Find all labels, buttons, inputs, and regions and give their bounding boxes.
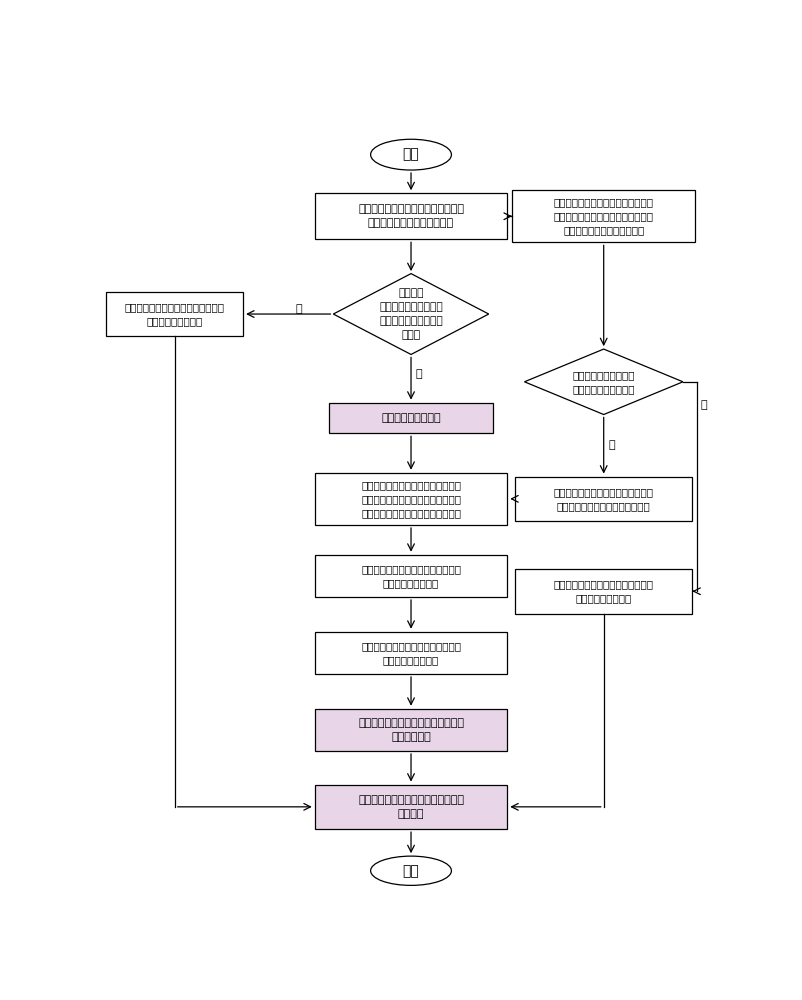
Text: 该路段缓行或者堵车: 该路段缓行或者堵车 <box>381 413 441 423</box>
Text: 是: 是 <box>415 369 423 379</box>
Text: 计算该组工作节点在发生交通堵车路
段上的车辆通行时间: 计算该组工作节点在发生交通堵车路 段上的车辆通行时间 <box>361 641 461 665</box>
Text: 否: 否 <box>296 304 302 314</box>
Bar <box>329 403 493 433</box>
Text: 某路段上
车辆的平均行进速度小
于设定的平均行驶速度
的一半: 某路段上 车辆的平均行进速度小 于设定的平均行驶速度 的一半 <box>379 288 443 340</box>
Text: 与前次获取的地理位置
定位数据在同一区间内: 与前次获取的地理位置 定位数据在同一区间内 <box>573 370 635 394</box>
Text: 根据设定的该公交线路总时间和总路
程，得到设定的平均行驶速度: 根据设定的该公交线路总时间和总路 程，得到设定的平均行驶速度 <box>358 204 464 228</box>
Bar <box>515 477 692 521</box>
Text: 是: 是 <box>609 440 615 450</box>
Ellipse shape <box>371 139 452 170</box>
Polygon shape <box>525 349 683 415</box>
Bar <box>512 190 695 242</box>
Polygon shape <box>334 274 488 354</box>
Text: 每隔设定间隔时间从各个路段上运行
状态相同的工作节点中随机选取一个
工作节点的地理位置定位数据: 每隔设定间隔时间从各个路段上运行 状态相同的工作节点中随机选取一个 工作节点的地… <box>553 197 654 235</box>
Text: 到站时间预测结果实时显示在智能移
动设备上: 到站时间预测结果实时显示在智能移 动设备上 <box>358 795 464 819</box>
Text: 该工作节点所在路段的沿公交线路正
方向前方到站的路段发生交通拥堵: 该工作节点所在路段的沿公交线路正 方向前方到站的路段发生交通拥堵 <box>553 487 654 511</box>
Bar <box>314 709 508 751</box>
Bar <box>314 785 508 829</box>
Text: 该路段不存在交通拥堵现象，得到当
前到站时间预测结果: 该路段不存在交通拥堵现象，得到当 前到站时间预测结果 <box>553 579 654 603</box>
Bar <box>314 632 508 674</box>
Bar <box>314 555 508 597</box>
Text: 否: 否 <box>700 400 707 410</box>
Bar <box>515 569 692 614</box>
Bar <box>314 193 508 239</box>
Bar <box>107 292 243 336</box>
Text: 计算该组工作节点在发生交通堵车路
段上的平均行进速度: 计算该组工作节点在发生交通堵车路 段上的平均行进速度 <box>361 564 461 588</box>
Text: 结束: 结束 <box>403 864 419 878</box>
Text: 该路段不存在交通拥堵现象，得到当
前到站时间预测结果: 该路段不存在交通拥堵现象，得到当 前到站时间预测结果 <box>125 302 225 326</box>
Text: 选取位于发生交通拥堵路段的前方到
站路段上且最临近该发生交通拥堵路
段的一组未发生交通拥堵的工作节点: 选取位于发生交通拥堵路段的前方到 站路段上且最临近该发生交通拥堵路 段的一组未发… <box>361 480 461 518</box>
Text: 开始: 开始 <box>403 148 419 162</box>
Ellipse shape <box>371 856 452 885</box>
Text: 用该车辆通行时间替换该路段的到站
时间预测结果: 用该车辆通行时间替换该路段的到站 时间预测结果 <box>358 718 464 742</box>
Bar <box>314 473 508 525</box>
